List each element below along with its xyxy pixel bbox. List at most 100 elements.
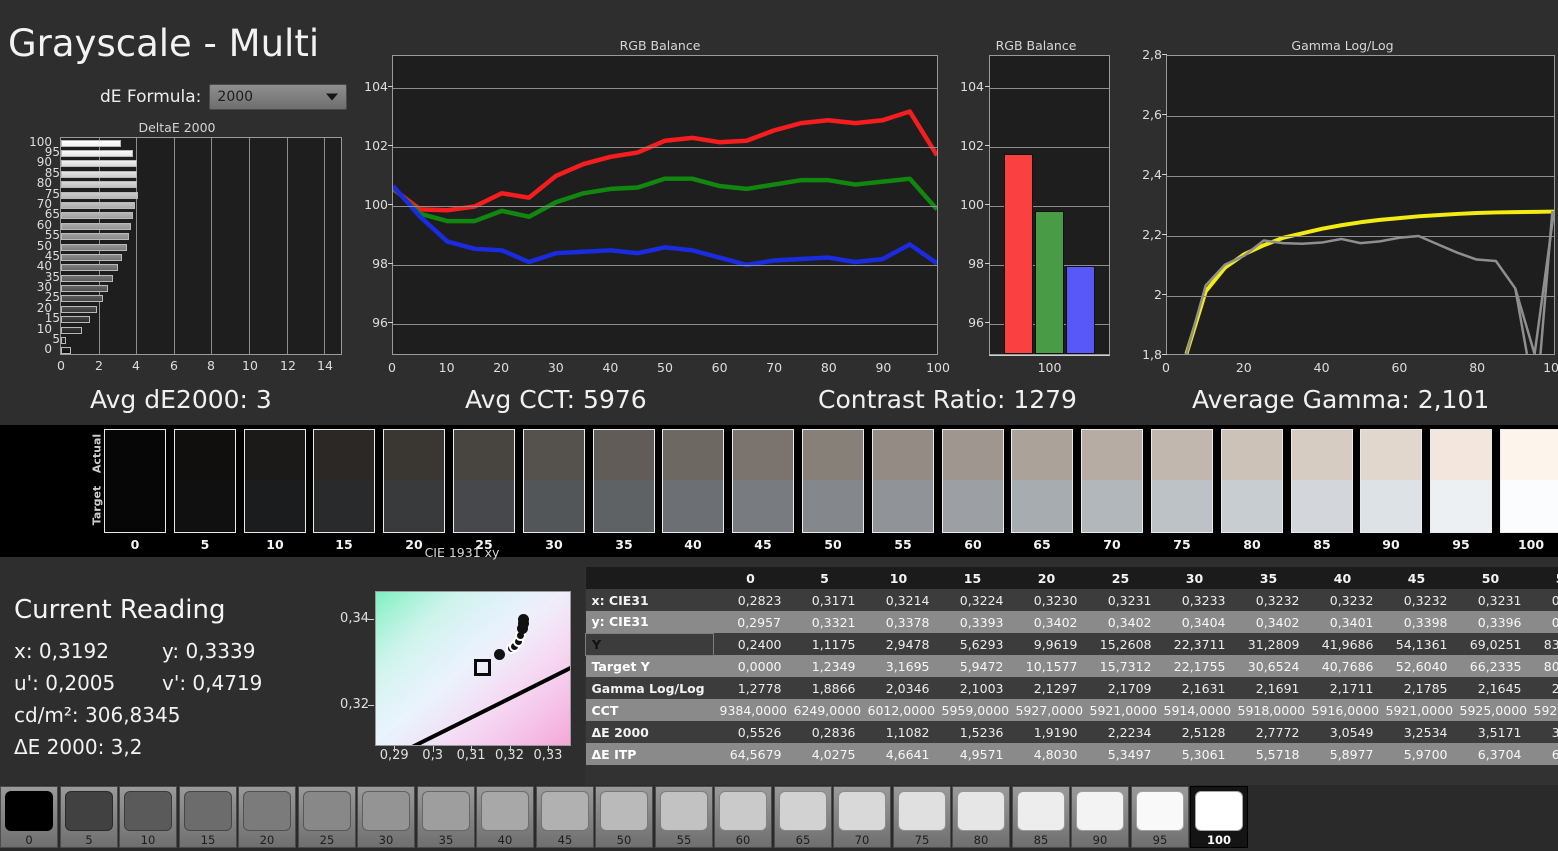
swatch-level-label: 15	[200, 833, 216, 847]
grayscale-patch[interactable]	[942, 429, 1004, 533]
swatch-color-chip	[541, 791, 589, 831]
grayscale-patch[interactable]	[244, 429, 306, 533]
stimulus-swatch-button[interactable]: 45	[536, 786, 594, 848]
cie-x-tickmark	[471, 746, 473, 752]
swatch-color-chip	[124, 791, 172, 831]
table-row-header[interactable]: Y	[585, 632, 714, 656]
grayscale-patch[interactable]	[1081, 429, 1143, 533]
table-row[interactable]: Gamma Log/Log 1,2778 1,8866 2,0346 2,1003 2,1…	[585, 677, 1558, 699]
stimulus-swatch-button[interactable]: 25	[298, 786, 356, 848]
table-column-header[interactable]: 30	[1157, 567, 1232, 589]
table-column-header[interactable]: 20	[1009, 567, 1084, 589]
grayscale-patch[interactable]	[453, 429, 515, 533]
table-column-header[interactable]: 45	[1379, 567, 1454, 589]
stimulus-swatch-button[interactable]: 40	[476, 786, 534, 848]
stimulus-swatch-button[interactable]: 65	[774, 786, 832, 848]
stimulus-swatch-button[interactable]: 15	[179, 786, 237, 848]
table-row-header[interactable]: Target Y	[585, 655, 714, 677]
stimulus-swatch-button[interactable]: 55	[655, 786, 713, 848]
table-cell: 1,9190	[1009, 721, 1084, 743]
patch-level-label: 75	[1173, 537, 1191, 552]
patch-actual	[1222, 430, 1282, 482]
patch-target	[594, 480, 654, 532]
stimulus-swatch-button[interactable]: 5	[60, 786, 118, 848]
stimulus-swatch-button[interactable]: 35	[417, 786, 475, 848]
table-row-header[interactable]: x: CIE31	[585, 589, 714, 611]
table-column-header[interactable]: 0	[713, 567, 788, 589]
table-column-header[interactable]: 50	[1453, 567, 1528, 589]
grayscale-patch[interactable]	[104, 429, 166, 533]
table-row-header[interactable]: y: CIE31	[585, 611, 714, 633]
table-row[interactable]: CCT 9384,0000 6249,0000 6012,0000 5959,0000 5…	[585, 699, 1558, 721]
table-column-header[interactable]: 55	[1527, 567, 1558, 589]
table-row-header[interactable]: ΔE ITP	[585, 743, 714, 765]
table-row[interactable]: Target Y 0,0000 1,2349 3,1695 5,9472 10,1577 1…	[585, 655, 1558, 677]
table-cell: 5,9472	[935, 655, 1010, 677]
patch-target	[1292, 480, 1352, 532]
rgb-bar-y-tickmark	[985, 262, 990, 264]
actual-label: Actual	[90, 433, 104, 474]
table-column-header[interactable]: 40	[1305, 567, 1380, 589]
table-row[interactable]: ΔE ITP 64,5679 4,0275 4,6641 4,9571 4,8030 5,3…	[585, 743, 1558, 765]
grayscale-patch[interactable]	[174, 429, 236, 533]
table-row[interactable]: ΔE 2000 0,5526 0,2836 1,1082 1,5236 1,9190 2,2…	[585, 721, 1558, 743]
stimulus-swatch-button[interactable]: 100	[1190, 786, 1248, 848]
cie-plot-area[interactable]	[375, 591, 571, 746]
table-column-header[interactable]: 10	[861, 567, 936, 589]
patch-target	[1431, 480, 1491, 532]
grayscale-patch[interactable]	[1430, 429, 1492, 533]
grayscale-patch[interactable]	[523, 429, 585, 533]
stimulus-swatch-button[interactable]: 10	[119, 786, 177, 848]
table-row-header[interactable]: ΔE 2000	[585, 721, 714, 743]
grayscale-patch[interactable]	[732, 429, 794, 533]
table-row-header[interactable]: Gamma Log/Log	[585, 677, 714, 699]
grayscale-patch[interactable]	[872, 429, 934, 533]
grayscale-patch[interactable]	[593, 429, 655, 533]
stimulus-swatch-button[interactable]: 50	[595, 786, 653, 848]
stimulus-swatch-button[interactable]: 95	[1131, 786, 1189, 848]
table-column-header[interactable]: 5	[787, 567, 862, 589]
grayscale-patch[interactable]	[1360, 429, 1422, 533]
stimulus-swatch-button[interactable]: 20	[238, 786, 296, 848]
table-column-header[interactable]: 25	[1083, 567, 1158, 589]
grayscale-patch[interactable]	[1500, 429, 1558, 533]
table-cell: 0,3232	[1305, 589, 1380, 611]
de-formula-label: dE Formula:	[100, 87, 202, 107]
swatch-color-chip	[362, 791, 410, 831]
stimulus-swatch-button[interactable]: 90	[1071, 786, 1129, 848]
swatch-level-label: 60	[735, 833, 751, 847]
stimulus-swatch-button[interactable]: 75	[893, 786, 951, 848]
swatch-color-chip	[65, 791, 113, 831]
stimulus-swatch-button[interactable]: 85	[1012, 786, 1070, 848]
stimulus-swatch-button[interactable]: 70	[833, 786, 891, 848]
table-row[interactable]: y: CIE31 0,2957 0,3321 0,3378 0,3393 0,3402 0,…	[585, 611, 1558, 633]
table-cell: 1,2778	[713, 677, 788, 699]
gamma-y-tickmark	[1162, 54, 1167, 55]
table-column-header[interactable]: 35	[1231, 567, 1306, 589]
grayscale-patch[interactable]	[1221, 429, 1283, 533]
grayscale-patch[interactable]	[662, 429, 724, 533]
grayscale-patch[interactable]	[383, 429, 445, 533]
grayscale-patch[interactable]	[1291, 429, 1353, 533]
average-gamma-value: Average Gamma: 2,101	[1192, 385, 1490, 414]
patch-actual	[1361, 430, 1421, 482]
table-row[interactable]: Y 0,2400 1,1175 2,9478 5,6293 9,9619 15,2608 22…	[585, 632, 1558, 656]
stimulus-swatch-button[interactable]: 0	[0, 786, 58, 848]
swatch-color-chip	[779, 791, 827, 831]
table-cell: 66,2335	[1453, 655, 1528, 677]
de-formula-select[interactable]: 2000	[209, 84, 348, 110]
grayscale-patch[interactable]	[1151, 429, 1213, 533]
grayscale-patch[interactable]	[313, 429, 375, 533]
grayscale-patch[interactable]	[1011, 429, 1073, 533]
table-column-header[interactable]: 15	[935, 567, 1010, 589]
grayscale-patch[interactable]	[802, 429, 864, 533]
table-cell: 2,9478	[861, 633, 936, 655]
swatch-color-chip	[1195, 791, 1243, 831]
table-row[interactable]: x: CIE31 0,2823 0,3171 0,3214 0,3224 0,3230 0,…	[585, 589, 1558, 611]
stimulus-swatch-button[interactable]: 60	[714, 786, 772, 848]
table-row-header[interactable]: CCT	[585, 699, 714, 721]
stimulus-swatch-button[interactable]: 30	[357, 786, 415, 848]
gamma-x-tick: 60	[1391, 360, 1408, 375]
stimulus-swatch-button[interactable]: 80	[952, 786, 1010, 848]
